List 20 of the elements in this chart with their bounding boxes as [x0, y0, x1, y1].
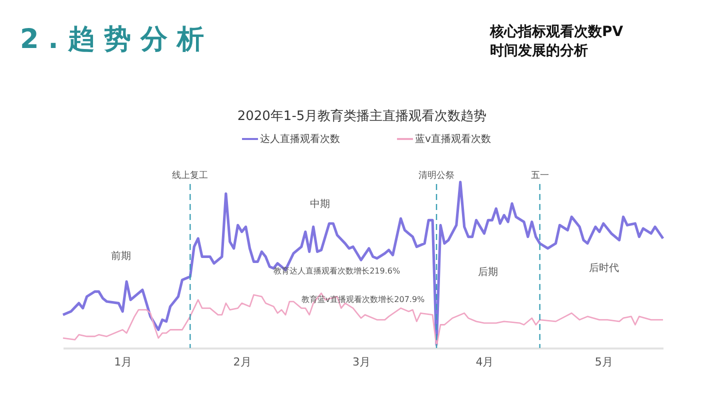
annotation: 中期	[310, 198, 330, 210]
ref-line-label: 五一	[530, 171, 549, 181]
x-tick-label: 4月	[476, 356, 494, 368]
x-tick-label: 1月	[114, 356, 132, 368]
legend-label: 达人直播观看次数	[260, 133, 340, 145]
x-tick-label: 5月	[594, 356, 613, 368]
annotation: 教育蓝v直播观看次数增长207.9%	[301, 294, 426, 304]
legend-label: 蓝v直播观看次数	[415, 133, 491, 145]
ref-line-label: 清明公祭	[418, 170, 455, 181]
x-tick-label: 3月	[352, 356, 371, 368]
annotation: 前期	[111, 250, 131, 262]
text: 2 . 趋 势 分 析	[20, 24, 204, 55]
annotation: 教育达人直播观看次数增长219.6%	[274, 266, 400, 276]
annotation: 后期	[478, 266, 498, 278]
x-tick-label: 2月	[233, 356, 252, 368]
chart-title: 2020年1-5月教育类播主直播观看次数趋势	[237, 108, 487, 124]
text: 时间发展的分析	[490, 43, 588, 59]
text: 核心指标观看次数PV	[489, 23, 624, 40]
annotation: 后时代	[589, 262, 619, 274]
ref-line-label: 线上复工	[172, 170, 208, 181]
